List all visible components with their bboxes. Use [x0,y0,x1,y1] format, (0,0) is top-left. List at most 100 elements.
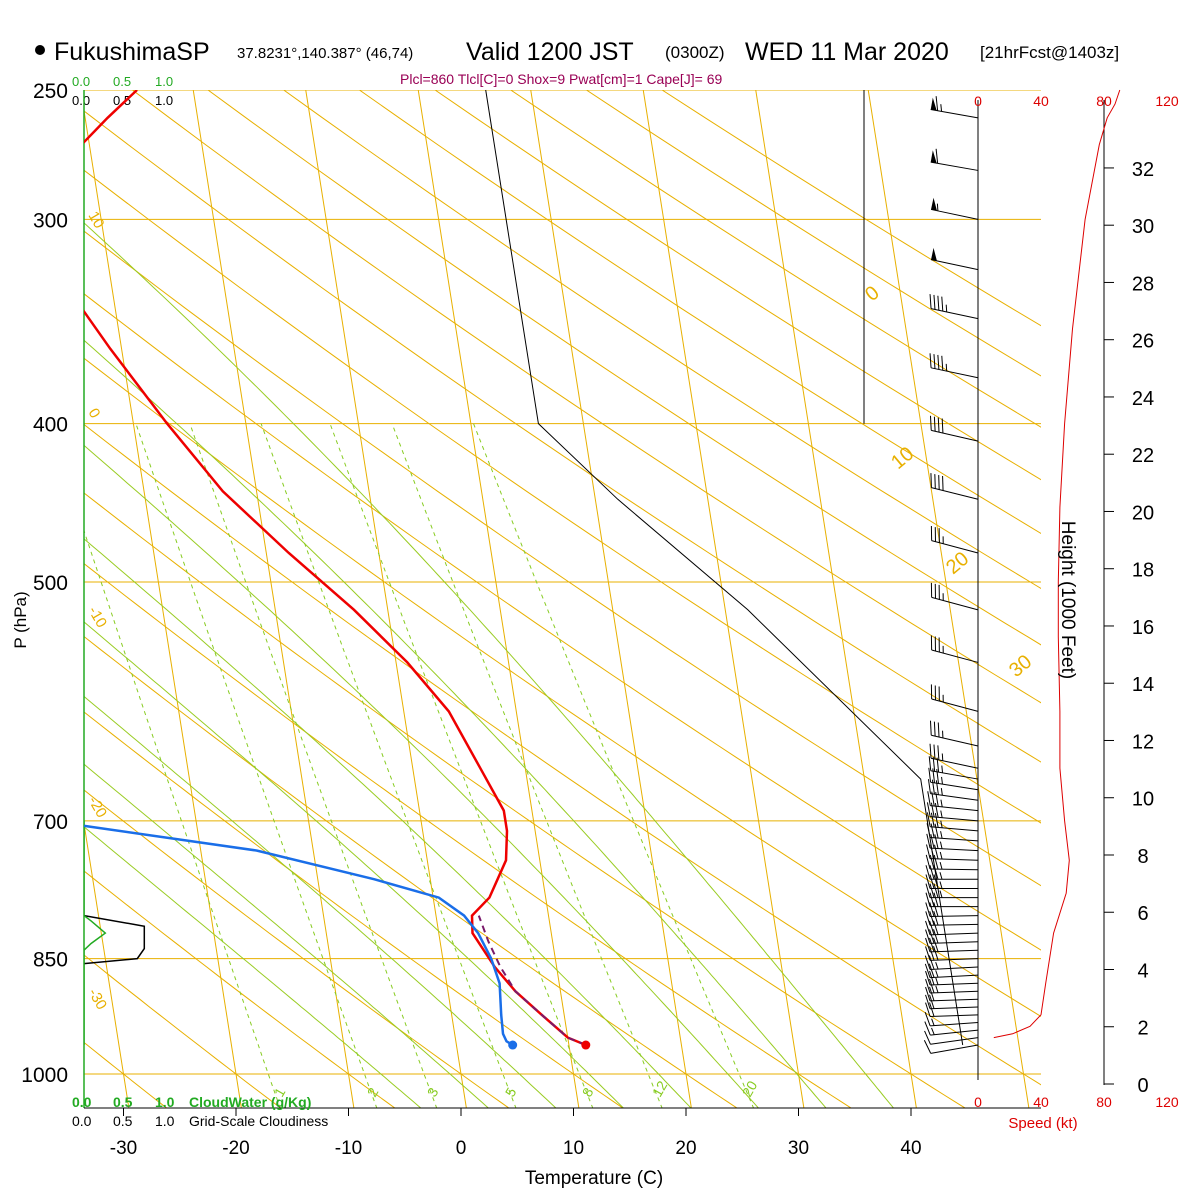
p-label-850: 850 [33,949,68,972]
barb-full [933,294,936,310]
barb-full [928,955,935,970]
barb-half [940,787,943,796]
barb-full [933,892,939,907]
barb-full [929,978,935,993]
barb-full [932,756,936,772]
dry-adiabat-80 [84,230,1041,887]
wind-barb-28 [927,779,979,801]
mixing-label-12: 12 [649,1078,671,1100]
cloudwater-bottom-ticks: 0.0 0.5 1.0 CloudWater (g/Kg) [72,1094,311,1110]
cl-top-1: 1.0 [155,93,173,108]
barb-full [941,355,944,371]
p-label-400: 400 [33,414,68,437]
barb-half [941,776,943,785]
theta-label-left-4: -30 [85,986,111,1013]
h-label-32: 32 [1132,159,1154,181]
barb-full [934,844,939,859]
barb-shaft [930,1014,979,1017]
wind-barb-31 [929,743,979,769]
valid-time: Valid 1200 JST [466,38,634,66]
x-tick-label-30: 30 [788,1138,809,1159]
barb-half [935,985,939,993]
barb-full [933,354,936,369]
isotherm-20 [530,90,692,1108]
barb-shaft [929,923,979,926]
wind-barb-9 [924,963,979,979]
h-label-12: 12 [1132,731,1154,753]
dry-adiabat-130 [283,90,1041,590]
barb-full [930,834,935,849]
isotherm-30 [642,90,805,1108]
barb-shaft [930,109,979,119]
barb-full [933,929,939,944]
cloudwater-label: CloudWater (g/Kg) [189,1094,311,1110]
barb-half [935,970,939,978]
barb-full [925,1002,931,1017]
barb-full [933,874,939,889]
barb-full [937,722,940,738]
barb-full [929,892,935,907]
dry-adiabat--20 [84,954,282,1108]
barb-full [929,883,935,898]
barb-full [926,802,931,817]
p-label-700: 700 [33,811,68,834]
wind-barb-6 [925,986,979,1002]
moist-adiabat-2 [84,763,490,1108]
barb-shaft [931,429,979,442]
barb-full [930,823,935,838]
station-coords: 37.8231°,140.387° (46,74) [237,45,413,62]
barb-full [929,854,935,870]
dry-adiabat-100 [84,110,1041,763]
wind-barb-25 [926,812,979,832]
barb-half [945,304,948,312]
barb-full [929,994,935,1009]
cl-top-05: 0.5 [113,93,131,108]
cl-bot-0: 0.0 [72,1113,92,1129]
mixing-label-8: 8 [579,1085,597,1100]
barb-shaft [929,868,979,871]
wind-barb-19 [925,874,978,889]
barb-full [925,865,931,880]
theta-label-left-2: -10 [85,604,111,631]
x-tick-label--10: -10 [335,1138,362,1159]
wind-barb-5 [925,994,979,1010]
barb-full [929,911,935,926]
barb-half [940,820,943,828]
barb-full [929,937,935,952]
wind-barb-22 [926,844,979,861]
dry-adiabat--10 [84,870,396,1108]
mixing-ratio-2 [135,423,378,1108]
h-label-8: 8 [1137,846,1148,868]
mixing-ratio-12 [391,423,663,1108]
theta-label-left-0: 10 [85,209,108,232]
height-axis-title: Height (1000 Feet) [1057,521,1078,679]
h-label-0: 0 [1137,1075,1148,1097]
speed-top-40: 40 [1033,93,1049,109]
h-label-20: 20 [1132,502,1154,524]
moist-adiabat-32 [84,339,827,1108]
x-tick-label--30: -30 [110,1138,137,1159]
barb-half [939,872,943,880]
barb-full [929,929,935,944]
barb-full [925,994,931,1009]
x-axis-title: Temperature (C) [525,1168,663,1189]
barb-half [940,799,943,807]
barb-full [933,883,939,898]
h-label-22: 22 [1132,445,1154,467]
barb-shaft [930,770,979,780]
barb-shaft [930,208,979,220]
surface-temp-dot [581,1040,591,1050]
barb-full [926,823,931,838]
barb-flag [930,150,937,164]
wind-barb-0 [923,1040,979,1054]
barb-full [924,1030,931,1045]
wind-barb-42 [930,197,979,220]
mixing-ratio-8 [329,423,594,1108]
barb-full [937,295,940,311]
wind-barb-41 [930,247,979,271]
barb-full [930,844,935,859]
wind-barb-38 [929,415,979,442]
barb-half [939,881,943,889]
barb-full [929,902,935,917]
barb-full [929,415,932,431]
